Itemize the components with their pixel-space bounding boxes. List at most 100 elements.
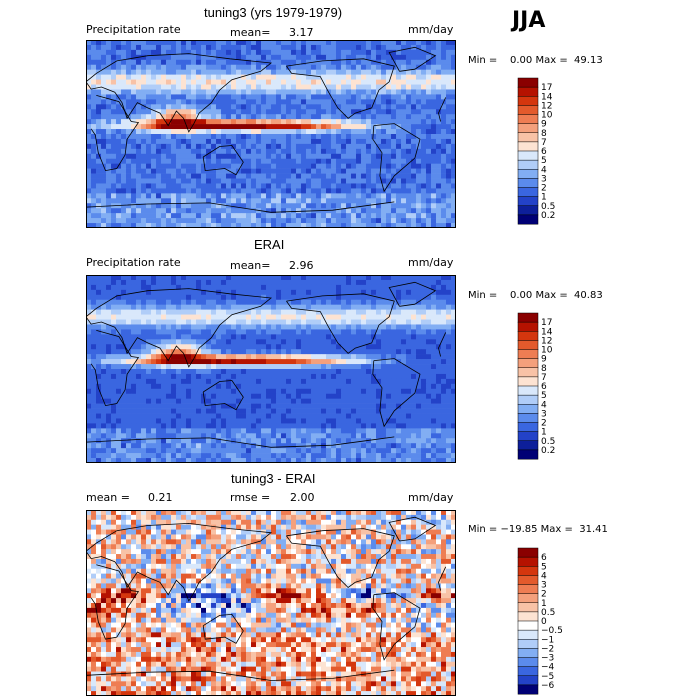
field-cell <box>156 44 162 51</box>
field-cell <box>216 74 222 80</box>
field-cell <box>116 124 122 130</box>
field-cell <box>101 334 107 340</box>
field-cell <box>306 339 312 345</box>
field-cell <box>226 383 232 390</box>
field-cell <box>381 279 387 286</box>
field-cell <box>221 49 227 56</box>
field-cell <box>401 134 407 140</box>
field-cell <box>206 203 212 209</box>
field-cell <box>371 383 377 390</box>
field-cell <box>161 398 167 404</box>
field-cell <box>341 114 347 120</box>
field-cell <box>411 40 417 46</box>
colorbar-tick-label: 9 <box>541 120 547 130</box>
field-cell <box>346 109 352 115</box>
field-cell <box>146 393 152 399</box>
field-cell <box>121 309 127 315</box>
field-cell <box>411 193 417 199</box>
field-cell <box>286 40 292 46</box>
field-cell <box>411 173 417 179</box>
field-cell <box>396 334 402 340</box>
field-cell <box>331 74 337 80</box>
field-cell <box>121 138 127 145</box>
field-cell <box>171 74 177 80</box>
field-cell <box>351 143 357 150</box>
field-cell <box>251 203 257 209</box>
field-cell <box>451 104 456 110</box>
field-cell <box>411 163 417 169</box>
field-cell <box>406 89 412 95</box>
field-cell <box>371 198 377 204</box>
field-cell <box>221 213 227 219</box>
field-cell <box>306 183 312 189</box>
field-cell <box>326 334 332 340</box>
field-cell <box>391 193 397 199</box>
field-cell <box>171 359 177 365</box>
field-cell <box>331 393 337 399</box>
field-cell <box>176 388 182 395</box>
field-cell <box>346 398 352 404</box>
field-cell <box>451 398 456 404</box>
field-cell <box>421 89 427 95</box>
field-cell <box>131 114 137 120</box>
field-cell <box>261 193 267 199</box>
field-cell <box>266 54 272 61</box>
field-cell <box>256 193 262 199</box>
field-cell <box>306 213 312 219</box>
field-cell <box>311 398 317 404</box>
field-cell <box>271 69 277 75</box>
field-cell <box>356 148 362 155</box>
field-cell <box>236 84 242 90</box>
field-cell <box>126 59 132 66</box>
field-cell <box>381 284 387 291</box>
field-cell <box>451 79 456 85</box>
field-cell <box>101 314 107 320</box>
field-cell <box>211 359 217 365</box>
field-cell <box>411 49 417 56</box>
field-cell <box>181 40 187 46</box>
field-cell <box>121 208 127 214</box>
field-cell <box>361 275 367 281</box>
field-cell <box>131 124 137 130</box>
field-cell <box>151 178 157 184</box>
field-cell <box>366 383 372 390</box>
field-cell <box>281 324 287 330</box>
field-cell <box>436 354 442 360</box>
field-cell <box>446 163 452 169</box>
field-cell <box>291 408 297 414</box>
field-cell <box>411 138 417 145</box>
field-cell <box>191 398 197 404</box>
field-cell <box>241 143 247 150</box>
field-cell <box>446 168 452 174</box>
field-cell <box>236 124 242 130</box>
field-cell <box>411 183 417 189</box>
field-cell <box>341 354 347 360</box>
field-cell <box>336 275 342 281</box>
field-cell <box>206 373 212 380</box>
field-cell <box>321 94 327 100</box>
field-cell <box>346 40 352 46</box>
field-cell <box>211 84 217 90</box>
field-cell <box>221 359 227 365</box>
field-cell <box>316 314 322 320</box>
field-cell <box>366 294 372 301</box>
field-cell <box>326 369 332 375</box>
field-cell <box>221 148 227 155</box>
field-cell <box>186 134 192 140</box>
field-cell <box>281 168 287 174</box>
field-cell <box>236 334 242 340</box>
field-cell <box>406 359 412 365</box>
field-cell <box>416 289 422 296</box>
field-cell <box>421 329 427 335</box>
field-cell <box>406 183 412 189</box>
field-cell <box>121 168 127 174</box>
field-cell <box>396 84 402 90</box>
field-cell <box>281 59 287 66</box>
field-cell <box>251 94 257 100</box>
field-cell <box>346 84 352 90</box>
field-cell <box>91 314 97 320</box>
field-cell <box>276 119 282 125</box>
field-cell <box>211 413 217 419</box>
field-cell <box>141 398 147 404</box>
field-cell <box>91 408 97 414</box>
